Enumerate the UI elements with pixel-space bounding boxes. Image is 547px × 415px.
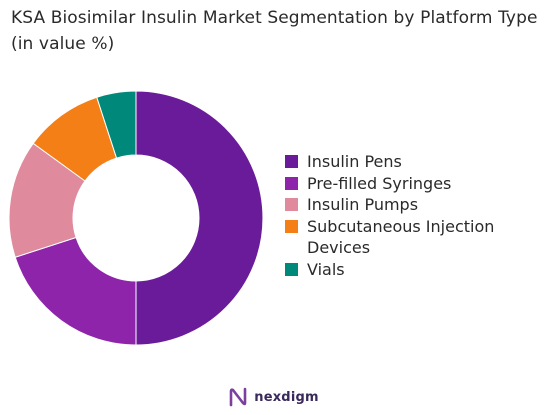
legend-item: Pre-filled Syringes: [285, 173, 545, 195]
brand-footer: nexdigm: [0, 386, 547, 408]
brand-name: nexdigm: [254, 389, 319, 405]
legend-item: Vials: [285, 259, 545, 281]
legend-swatch: [285, 176, 298, 190]
legend-swatch: [285, 219, 298, 233]
legend-swatch: [285, 198, 298, 212]
slice-insulin-pens: [135, 90, 264, 346]
legend-swatch: [285, 155, 298, 168]
donut-slices: [8, 90, 264, 346]
slice-vials: [96, 90, 137, 159]
legend-label: Insulin Pumps: [307, 195, 419, 215]
legend-label: Subcutaneous Injection Devices: [307, 216, 495, 258]
legend-label: Pre-filled Syringes: [307, 173, 452, 193]
legend-swatch: [285, 262, 298, 276]
legend-item: Subcutaneous Injection Devices: [285, 216, 545, 259]
legend-label: Vials: [307, 259, 345, 279]
legend-item: Insulin Pens: [285, 151, 545, 173]
nexdigm-logo-icon: [229, 387, 247, 407]
legend-label: Insulin Pens: [307, 152, 402, 171]
legend-item: Insulin Pumps: [285, 194, 545, 216]
slice-pre-filled-syringes: [14, 236, 137, 346]
chart-legend: Insulin Pens Pre-filled Syringes Insulin P…: [285, 151, 545, 281]
chart-title: KSA Biosimilar Insulin Market Segmentati…: [11, 8, 538, 54]
